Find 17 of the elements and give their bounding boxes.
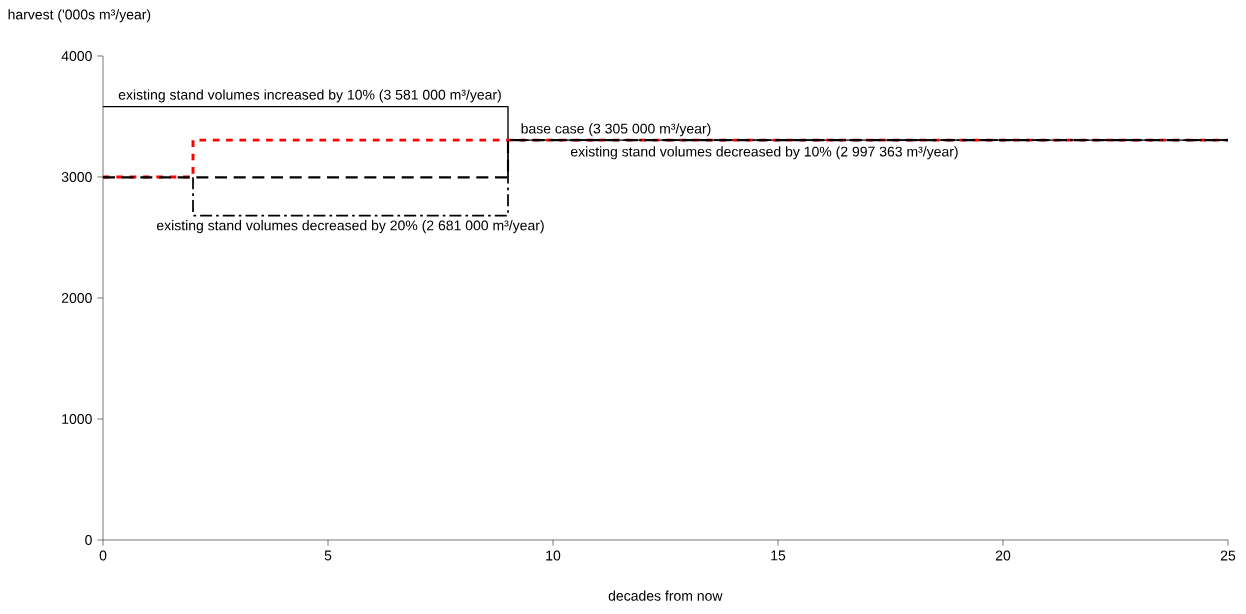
x-tick-label: 20 (995, 550, 1011, 561)
series-label: base case (3 305 000 m³/year) (521, 123, 711, 137)
x-tick-label: 5 (324, 550, 332, 561)
series-label: existing stand volumes increased by 10% (3 581 000 m³/year) (118, 89, 501, 103)
y-tick-label: 0 (85, 535, 92, 545)
y-tick-label: 2000 (61, 293, 92, 303)
x-axis-title: decades from now (608, 590, 723, 601)
x-tick-label: 15 (771, 550, 786, 561)
series-label: existing stand volumes decreased by 10% (2 997 363 m³/year) (570, 146, 958, 160)
x-tick-label: 0 (99, 550, 107, 561)
y-axis-title: harvest ('000s m³/year) (8, 9, 151, 23)
y-tick-label: 1000 (62, 414, 92, 424)
x-tick-label: 10 (546, 550, 561, 561)
y-tick-label: 4000 (61, 51, 92, 61)
series-label: existing stand volumes decreased by 20% (2 681 000 m³/year) (156, 220, 544, 234)
x-tick-label: 25 (1220, 550, 1236, 561)
y-tick-label: 3000 (61, 172, 92, 182)
